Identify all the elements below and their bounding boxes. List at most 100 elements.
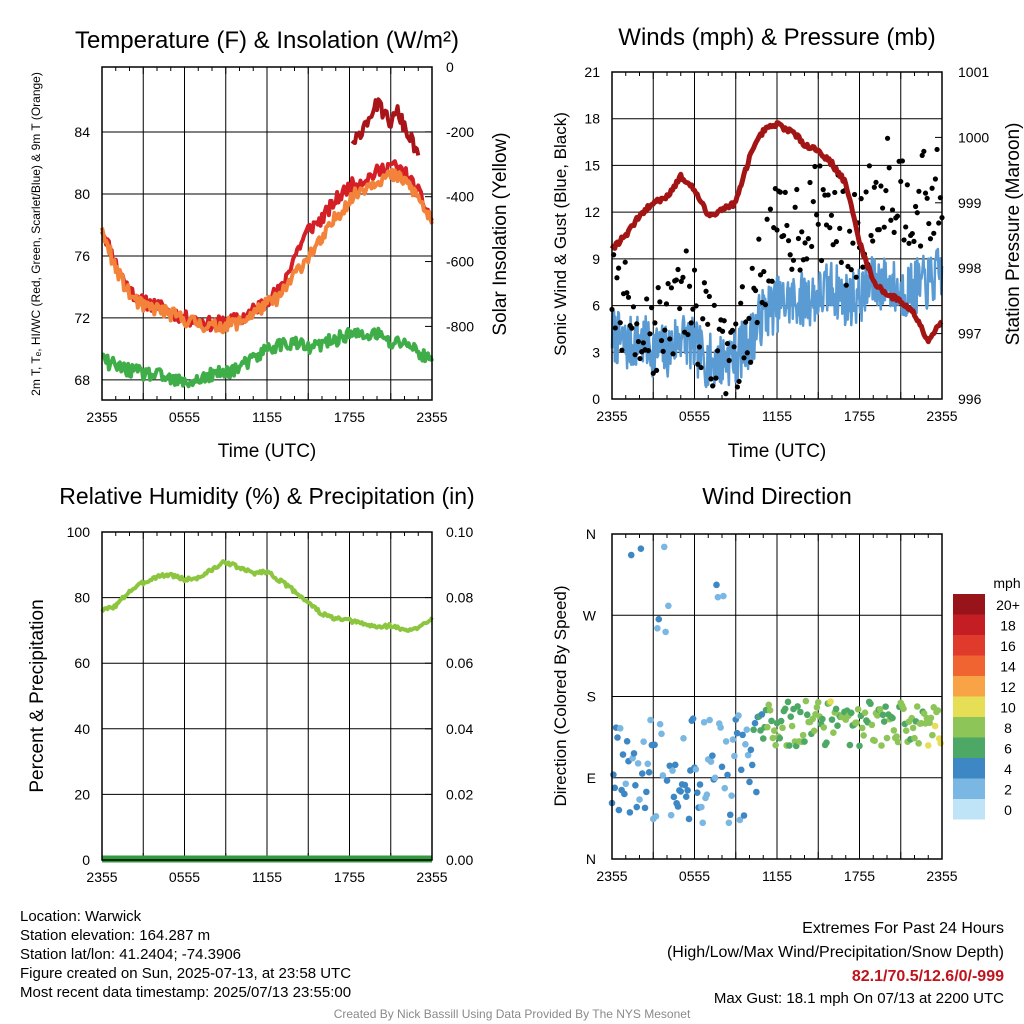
winds-rtick-label: 996 (958, 391, 982, 407)
winds-gust-point (741, 355, 747, 361)
direction-point (770, 727, 778, 734)
direction-point (610, 771, 617, 778)
direction-point (744, 751, 752, 759)
direction-point (846, 741, 854, 749)
direction-point (720, 592, 727, 600)
winds-gust-point (871, 184, 877, 190)
winds-gust-point (749, 265, 755, 271)
direction-point (643, 788, 650, 796)
winds-gust-point (670, 351, 676, 357)
direction-point (696, 781, 704, 788)
direction-point (868, 721, 876, 729)
direction-point (737, 766, 745, 774)
direction-point (726, 811, 734, 819)
winds-gust-point (784, 222, 790, 229)
direction-point (632, 782, 639, 789)
direction-point (693, 789, 701, 796)
winds-gust-point (837, 225, 843, 231)
humidity-ytick-label: 40 (74, 721, 90, 737)
temperature-title: Temperature (F) & Insolation (W/m²) (75, 27, 459, 54)
winds-gust-point (705, 321, 711, 327)
humidity-title: Relative Humidity (%) & Precipitation (i… (59, 483, 474, 509)
temperature-ytick-label: 84 (74, 124, 90, 140)
winds-gust-point (931, 230, 937, 236)
direction-point (788, 722, 796, 730)
winds-gust-point (906, 240, 912, 246)
legend-swatch (953, 676, 985, 697)
direction-point (894, 738, 902, 746)
direction-point (878, 742, 885, 749)
direction-point (742, 741, 749, 748)
winds-gust-point (686, 283, 693, 289)
legend-label: 18 (1000, 618, 1016, 634)
winds-gust-point (886, 165, 892, 171)
winds-gust-point (781, 233, 787, 239)
winds-gust-point (634, 321, 640, 327)
created-text: Figure created on Sun, 2025-07-13, at 23… (20, 965, 352, 982)
direction-point (827, 698, 834, 705)
direction-point (663, 777, 671, 784)
winds-gust-point (748, 359, 754, 365)
direction-point (819, 715, 826, 723)
legend-label: 20+ (996, 597, 1020, 613)
direction-point (768, 717, 775, 725)
winds-gust-point (680, 274, 686, 280)
speed-legend: mph 20+ 18 16 14 12 10 8 6 4 2 0 (953, 575, 1021, 820)
winds-ytick-label: 21 (584, 64, 600, 80)
winds-gust-point (691, 267, 698, 273)
winds-gust-point (696, 344, 703, 350)
winds-gust-point (726, 357, 732, 364)
direction-xtick-label: 1755 (844, 868, 875, 884)
winds-gust-point (804, 256, 810, 262)
legend-swatch (953, 799, 985, 820)
winds-gust-point (815, 221, 821, 227)
winds-gust-point (904, 182, 910, 188)
winds-gust-point (685, 331, 691, 338)
direction-point (879, 711, 887, 719)
direction-point (769, 734, 777, 742)
winds-gust-point (818, 257, 825, 264)
legend-swatch (953, 737, 985, 758)
winds-gust-point (675, 266, 681, 273)
winds-gust-point (884, 135, 891, 141)
winds-ytick-label: 0 (592, 391, 600, 407)
humidity-ytick-label: 60 (74, 655, 90, 671)
winds-ytick-label: 12 (584, 204, 600, 220)
winds-gust-point (695, 361, 701, 367)
winds-gust-point (614, 275, 620, 281)
direction-point (856, 742, 863, 750)
extremes-title: Extremes For Past 24 Hours (802, 920, 1004, 937)
direction-point (880, 718, 888, 725)
direction-point (718, 763, 726, 771)
direction-point (711, 774, 719, 782)
humidity-xtick-label: 2355 (86, 869, 117, 885)
direction-ylabel: Direction (Colored By Speed) (551, 585, 570, 806)
direction-point (655, 615, 663, 623)
winds-gust-point (917, 243, 924, 249)
winds-gust-point (789, 266, 795, 272)
temperature-xtick-label: 0555 (169, 409, 200, 425)
humidity-xtick-label: 1155 (252, 869, 282, 885)
direction-point (801, 738, 808, 745)
direction-point (647, 716, 654, 724)
direction-point (706, 716, 713, 724)
winds-gust-point (782, 189, 788, 195)
direction-point (731, 752, 738, 760)
winds-gust-point (734, 384, 741, 390)
direction-ytick-label: W (583, 607, 597, 623)
direction-point (636, 796, 643, 803)
winds-gust-point (647, 331, 653, 337)
direction-point (627, 551, 635, 559)
winds-gust-point (719, 328, 726, 334)
winds-gust-point (769, 278, 775, 284)
legend-swatch (953, 635, 985, 656)
winds-gust-point (833, 239, 840, 245)
humidity-rtick-label: 0.06 (446, 655, 473, 671)
humidity-panel: 2355 0555 1155 1755 23550204060801000.000.02… (27, 483, 475, 885)
direction-point (699, 819, 707, 827)
temperature-ylabel-right: Solar Insolation (Yellow) (490, 132, 511, 335)
winds-gust-point (657, 299, 663, 305)
winds-gust-point (649, 305, 655, 311)
direction-xtick-label: 2355 (926, 868, 957, 884)
